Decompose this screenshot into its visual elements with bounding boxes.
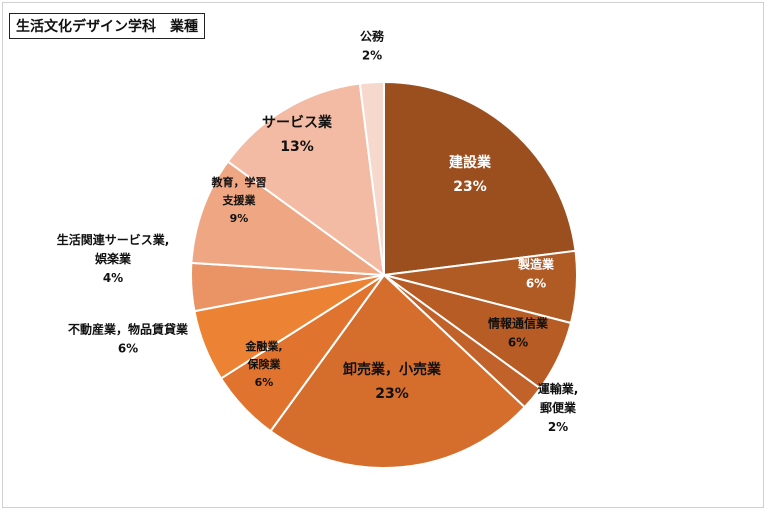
slice-name: 不動産業，物品賃貸業	[68, 322, 189, 337]
slice-name: 情報通信業	[488, 316, 549, 331]
slice-label: 情報通信業 6%	[488, 316, 549, 350]
pie-slice	[269, 273, 527, 469]
slice-label: 生活関連サービス業, 娯楽業 4%	[57, 232, 170, 285]
pie-slice	[358, 80, 385, 276]
slice-name: 建設業	[449, 154, 492, 171]
slice-percent: 4%	[103, 271, 123, 285]
slice-percent: 23%	[453, 179, 487, 195]
slice-label: 卸売業，小売業 23%	[343, 361, 442, 402]
slice-label: 製造業 6%	[517, 257, 555, 291]
slice-percent: 6%	[255, 376, 274, 389]
slice-percent: 2%	[362, 49, 382, 63]
pie-slice	[190, 160, 388, 277]
slice-label: 不動産業，物品賃貸業 6%	[68, 322, 189, 356]
pie-slices	[190, 80, 578, 469]
slice-label: サービス業 13%	[262, 114, 333, 155]
slice-name: 公務	[360, 29, 385, 44]
slice-percent: 6%	[508, 336, 528, 350]
slice-percent: 9%	[230, 212, 249, 225]
pie-labels: 建設業 23% 製造業 6% 情報通信業 6% 運輸業, 郵便業 2% 卸売業，小売業 23% 金融業…	[57, 29, 579, 435]
slice-name: サービス業	[262, 114, 333, 131]
slice-percent: 13%	[280, 139, 314, 155]
slice-name: 卸売業，小売業	[343, 361, 442, 378]
slice-name: 保険業	[247, 357, 282, 371]
slice-label: 金融業, 保険業 6%	[244, 339, 282, 389]
pie-slice	[226, 82, 386, 278]
pie-slice	[383, 80, 577, 277]
slice-name: 支援業	[222, 193, 257, 207]
chart-title: 生活文化デザイン学科 業種	[9, 13, 205, 39]
slice-name: 娯楽業	[95, 251, 132, 266]
slice-name: 運輸業,	[538, 381, 579, 396]
slice-percent: 2%	[548, 420, 568, 434]
slice-name: 生活関連サービス業,	[57, 232, 170, 247]
slice-name: 郵便業	[540, 400, 577, 415]
slice-label: 教育，学習支援業 9%	[211, 175, 267, 225]
slice-name: 教育，学習	[211, 175, 267, 189]
slice-label: 運輸業, 郵便業 2%	[538, 381, 579, 434]
slice-percent: 6%	[526, 277, 546, 291]
slice-label: 公務 2%	[360, 29, 385, 63]
slice-name: 製造業	[517, 257, 555, 272]
slice-percent: 23%	[375, 386, 409, 402]
slice-percent: 6%	[118, 342, 138, 356]
slice-name: 金融業,	[244, 339, 282, 353]
slice-label: 建設業 23%	[449, 154, 492, 195]
